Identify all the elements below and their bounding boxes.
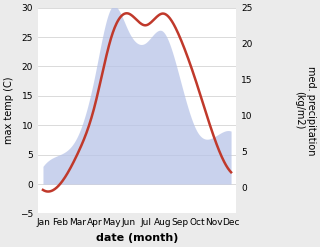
Y-axis label: med. precipitation
(kg/m2): med. precipitation (kg/m2) <box>294 66 316 155</box>
X-axis label: date (month): date (month) <box>96 233 178 243</box>
Y-axis label: max temp (C): max temp (C) <box>4 77 14 144</box>
